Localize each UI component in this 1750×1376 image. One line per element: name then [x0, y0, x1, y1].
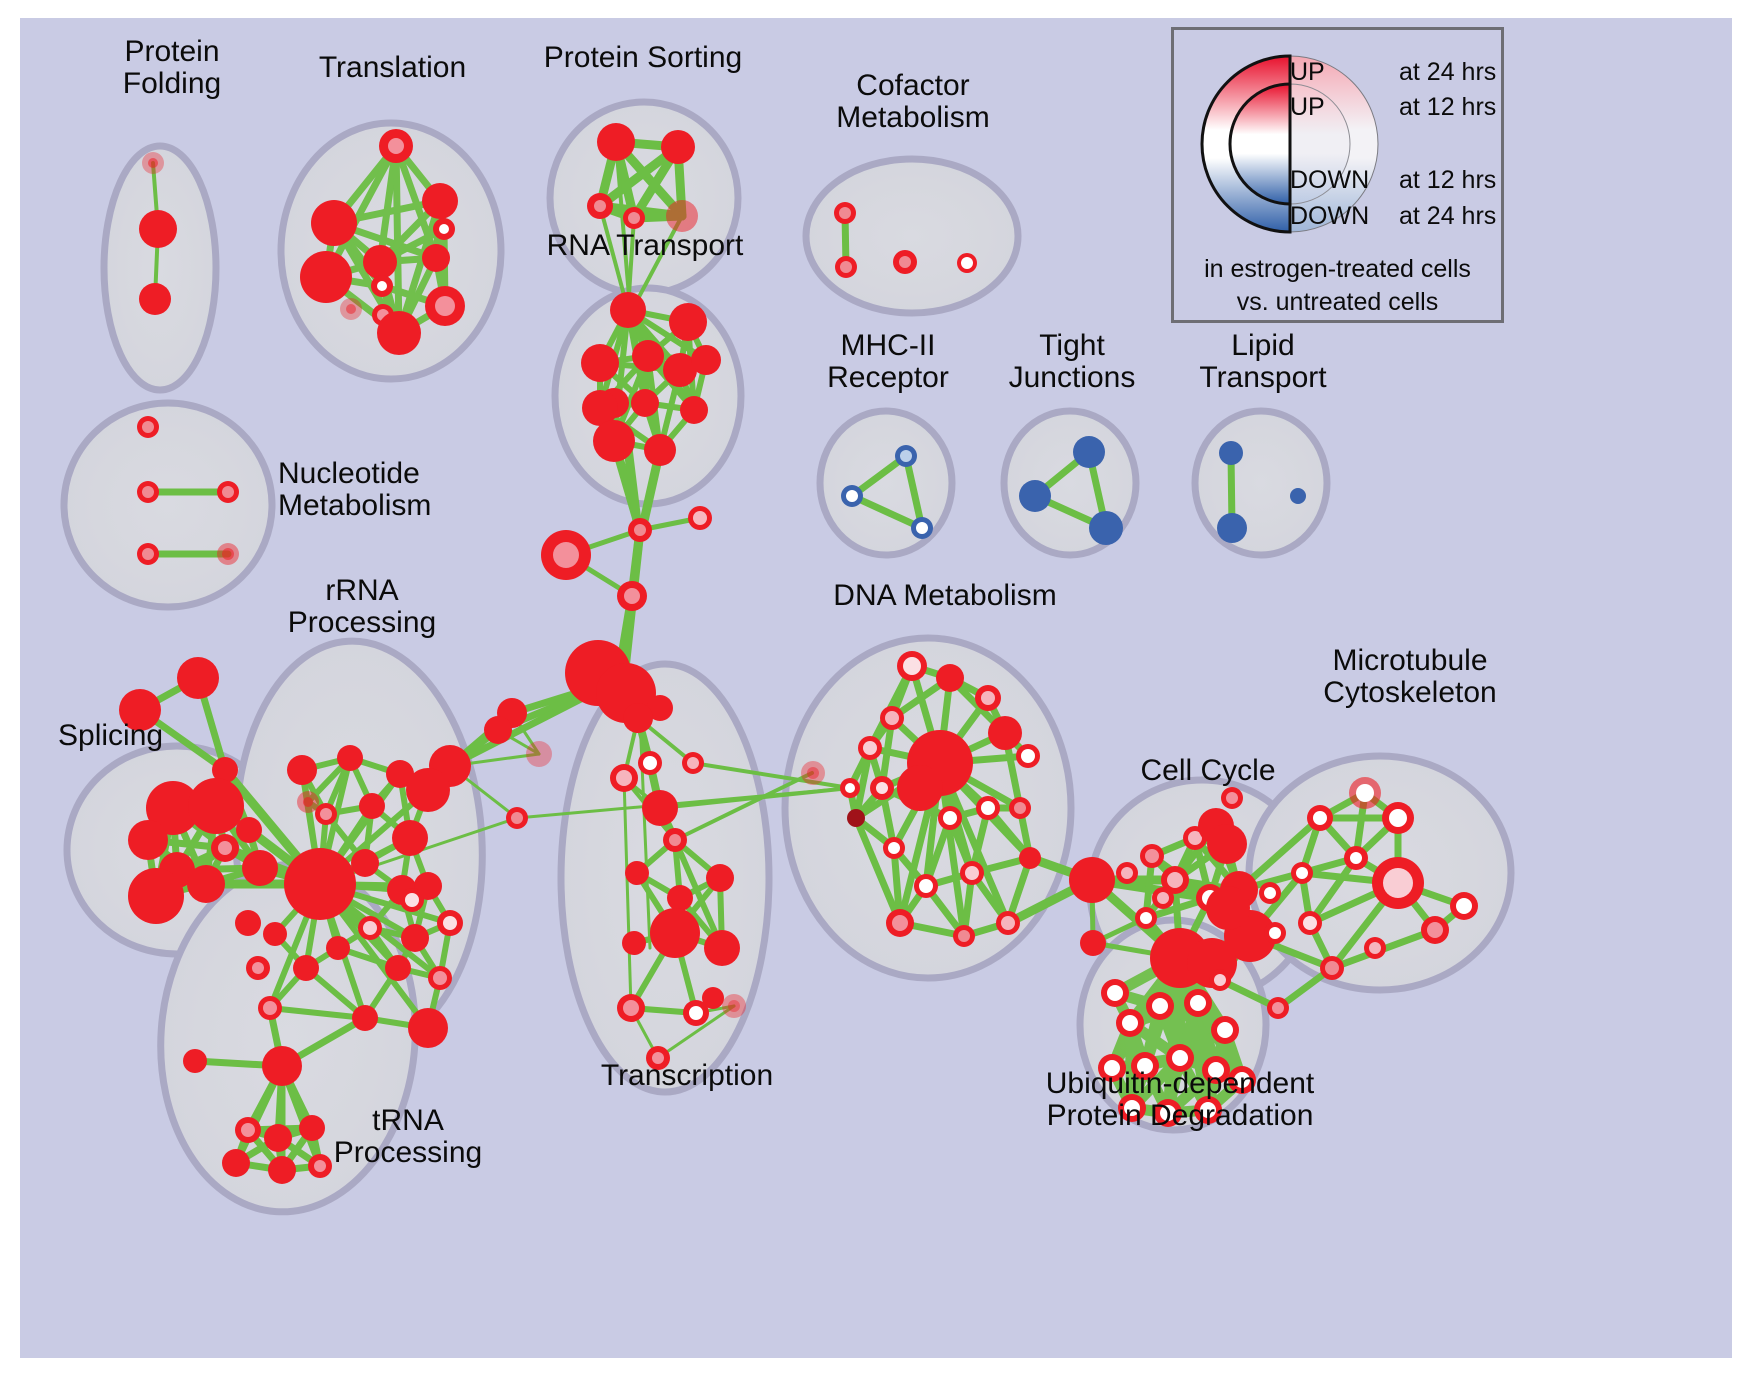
- node-group-protein-folding: [139, 152, 177, 315]
- cluster-label-protein-sorting: Protein Sorting: [543, 41, 743, 74]
- blob-protein-folding: [100, 142, 220, 394]
- cluster-label-rna-transport: RNA Transport: [546, 229, 744, 262]
- legend-state-up-12: UP: [1290, 93, 1325, 121]
- blob-lipid-transport: [1191, 407, 1331, 559]
- node-group-dna-metabolism: [801, 651, 1115, 956]
- cluster-label-dna-metabolism: DNA Metabolism: [833, 579, 1057, 612]
- node-group-ubiquitin: [1098, 979, 1256, 1127]
- node-group-nucleotide: [137, 416, 239, 565]
- node-group-cofactor: [834, 202, 977, 278]
- blob-cofactor-metabolism: [802, 155, 1022, 317]
- legend-footer-line2: vs. untreated cells: [1236, 288, 1439, 316]
- cluster-label-lipid-transport: Lipid Transport: [1199, 329, 1327, 394]
- cluster-label-translation: Translation: [318, 51, 467, 84]
- node-group-trna: [183, 1046, 332, 1184]
- legend-state-down-12: DOWN: [1290, 166, 1370, 194]
- cluster-label-cofactor-metabolism: Cofactor Metabolism: [836, 69, 990, 134]
- node-group-cell-cycle: [1116, 787, 1289, 1019]
- node-group-lipid-transport: [1217, 441, 1306, 543]
- cluster-label-mhc-ii-receptor: MHC-II Receptor: [827, 329, 949, 394]
- blob-transcription: [557, 660, 773, 1096]
- node-group-rrna: [258, 745, 463, 1048]
- cluster-label-transcription: Transcription: [600, 1059, 774, 1092]
- cluster-label-tight-junctions: Tight Junctions: [1008, 329, 1136, 394]
- cluster-label-ubiquitin-degradation: Ubiquitin-dependent Protein Degradation: [1045, 1067, 1315, 1132]
- node-group-mhc-ii: [841, 445, 933, 539]
- cluster-label-nucleotide-metabolism: Nucleotide Metabolism: [278, 457, 432, 522]
- node-group-splicing: [119, 657, 278, 980]
- node-group-hub: [429, 640, 673, 829]
- node-group-microtubule: [1291, 777, 1478, 980]
- node-group-rna-transport: [541, 292, 721, 611]
- legend-time-up-12: at 12 hrs: [1399, 93, 1497, 121]
- node-group-transcription: [610, 703, 746, 1070]
- node-group-tight-junctions: [1019, 436, 1123, 545]
- legend-time-down-24: at 24 hrs: [1399, 202, 1497, 230]
- network-nodes: [119, 123, 1478, 1184]
- cluster-label-trna-processing: tRNA Processing: [333, 1104, 483, 1169]
- network-graph: [60, 98, 1515, 1216]
- legend-diagram: [1200, 54, 1379, 234]
- blob-nucleotide-metabolism: [60, 399, 276, 611]
- cluster-label-rrna-processing: rRNA Processing: [287, 574, 437, 639]
- network-canvas: Protein Folding Translation Protein Sort…: [20, 18, 1732, 1358]
- cluster-label-splicing: Splicing: [58, 719, 164, 752]
- legend-panel: UP at 24 hrs UP at 12 hrs DOWN at 12 hrs…: [1171, 27, 1504, 323]
- cluster-label-protein-folding: Protein Folding: [122, 35, 222, 100]
- legend-state-down-24: DOWN: [1290, 202, 1370, 230]
- cluster-label-cell-cycle: Cell Cycle: [1140, 754, 1276, 787]
- legend-state-up-24: UP: [1290, 58, 1325, 86]
- legend-footer-line1: in estrogen-treated cells: [1204, 255, 1471, 283]
- node-group-protein-sorting: [587, 123, 698, 232]
- blob-mhc-ii-receptor: [816, 407, 956, 559]
- node-group-translation: [300, 129, 465, 355]
- cluster-label-microtubule-cytoskeleton: Microtubule Cytoskeleton: [1323, 644, 1497, 709]
- legend-time-down-12: at 12 hrs: [1399, 166, 1497, 194]
- legend-time-up-24: at 24 hrs: [1399, 58, 1497, 86]
